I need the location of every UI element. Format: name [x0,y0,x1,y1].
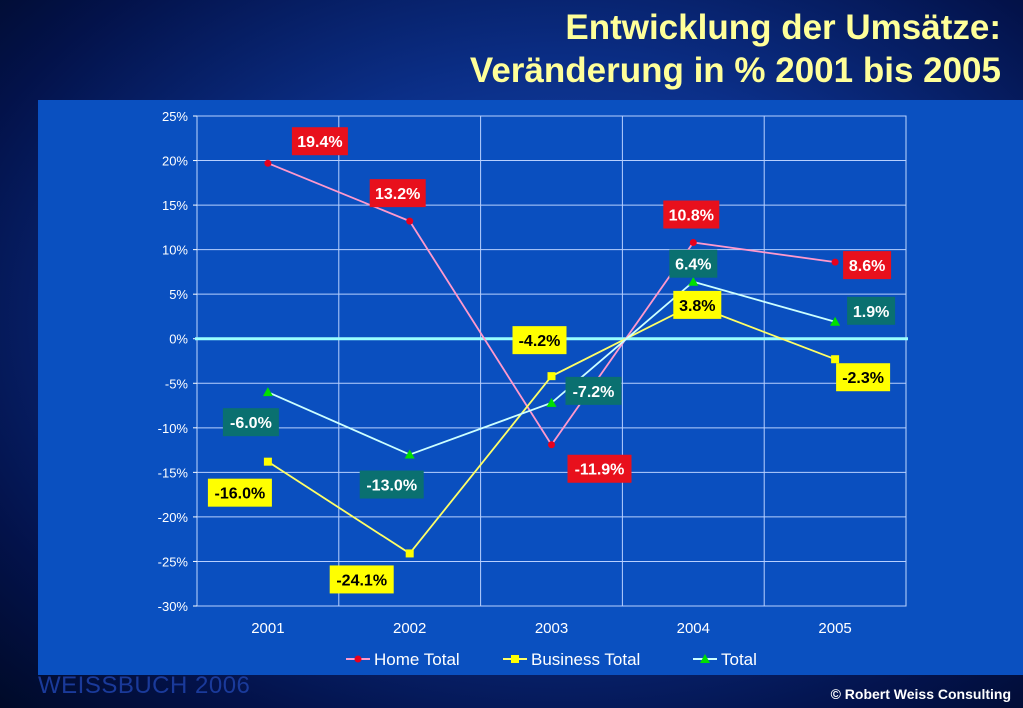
data-label-box-business [207,478,272,507]
point-total [688,276,699,286]
data-label-box-business [673,290,722,319]
legend-marker-business [511,655,519,663]
data-label-box-business [512,326,567,355]
legend-label-total: Total [721,650,757,669]
data-label-home: 19.4% [297,134,342,151]
point-total [546,397,557,407]
y-tick-label: -15% [158,465,189,480]
plot-area [196,115,907,607]
y-tick-label: 0% [169,332,188,347]
y-tick-label: -20% [158,510,189,525]
data-label-business: -16.0% [215,486,266,503]
data-label-business: -24.1% [336,572,387,589]
x-tick-label: 2005 [818,620,851,637]
point-total [404,449,415,459]
data-label-box-home [663,200,720,229]
point-home [406,217,414,225]
y-tick-label: -30% [158,599,189,614]
title-line-1: Entwicklung der Umsätze: [565,8,1001,47]
legend: Home Total Business Total Total [346,650,757,669]
y-tick-label: -5% [165,376,189,391]
x-tick-label: 2003 [535,620,568,637]
legend-marker-home [354,655,362,663]
point-home [831,258,839,266]
data-label-home: 8.6% [849,258,885,275]
point-home [548,441,555,449]
x-tick-label: 2001 [251,620,284,637]
point-total [262,387,273,397]
y-tick-label: 10% [162,243,188,258]
title-line-2: Veränderung in % 2001 bis 2005 [469,51,1001,90]
data-label-business: -2.3% [842,370,884,387]
data-label-box-home [291,127,348,156]
data-label-home: 13.2% [375,186,420,203]
data-label-total: 1.9% [853,304,889,321]
point-business [263,457,272,466]
data-label-box-total [847,296,896,325]
data-label-box-home [567,454,632,483]
y-tick-label: -25% [158,554,189,569]
data-label-total: -6.0% [230,415,272,432]
legend-label-business: Business Total [531,650,640,669]
data-label-total: 6.4% [675,257,711,274]
data-label-box-total [565,376,622,405]
data-label-home: 10.8% [669,208,714,225]
data-label-business: -4.2% [519,333,561,350]
data-label-box-total [222,408,279,437]
data-label-business: 3.8% [679,298,715,315]
data-label-box-business [836,363,891,392]
data-label-box-home [843,251,892,280]
point-total [830,316,841,326]
data-label-box-business [329,565,394,594]
point-business [831,355,840,364]
data-label-box-total [359,470,424,499]
y-tick-label: -10% [158,421,189,436]
data-label-box-home [369,179,426,208]
point-business [547,372,556,381]
y-tick-label: 25% [162,109,188,124]
chart-title: Entwicklung der Umsätze: Veränderung in … [470,6,1001,92]
data-label-total: -7.2% [573,384,615,401]
grid [196,115,907,607]
y-tick-label: 5% [169,287,188,302]
y-tick-label: 15% [162,198,188,213]
point-home [689,239,697,247]
x-tick-label: 2004 [677,620,710,637]
x-tick-label: 2002 [393,620,426,637]
data-labels: 19.4% 13.2% -11.9% 10.8% 8.6% -16.0% -24.1% -4.… [207,127,896,594]
data-label-box-total [669,249,718,278]
legend-label-home: Home Total [374,650,460,669]
footer-brand: WEISSBUCH 2006 [38,672,251,699]
point-business [405,549,414,558]
data-label-home: -11.9% [575,462,625,479]
data-label-total: -13.0% [366,478,417,495]
point-home [264,159,272,167]
footer-copyright: © Robert Weiss Consulting [830,686,1011,702]
y-tick-label: 20% [162,154,188,169]
legend-marker-total [700,654,710,663]
